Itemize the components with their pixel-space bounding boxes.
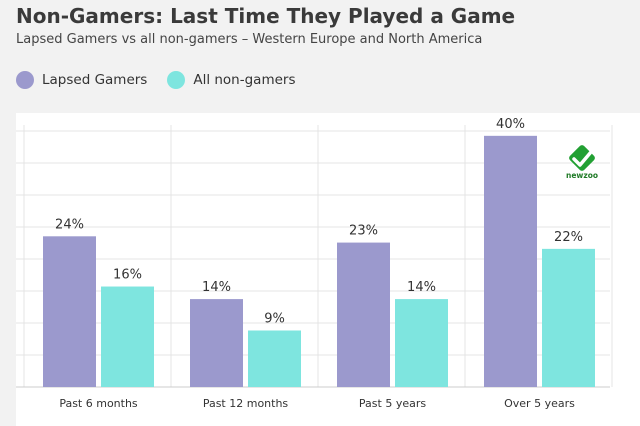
bar-lapsed-gamers-0 [43, 236, 96, 387]
legend: Lapsed Gamers All non-gamers [16, 71, 316, 89]
newzoo-logo: newzoo [560, 143, 604, 183]
data-label: 14% [202, 280, 231, 295]
legend-swatch-lapsed-gamers [16, 71, 34, 89]
bar-all-non-gamers-1 [248, 330, 301, 387]
data-label: 22% [554, 230, 583, 245]
bar-lapsed-gamers-1 [190, 299, 243, 387]
bar-lapsed-gamers-3 [484, 135, 537, 387]
legend-swatch-all-non-gamers [167, 71, 186, 89]
data-label: 16% [113, 268, 142, 283]
x-tick-label: Past 6 months [59, 397, 138, 410]
bar-lapsed-gamers-2 [337, 242, 390, 387]
legend-item-all-non-gamers: All non-gamers [167, 71, 296, 89]
x-tick-label: Past 12 months [203, 397, 289, 410]
data-label: 40% [496, 117, 525, 132]
data-label: 9% [264, 311, 285, 326]
data-label: 14% [407, 280, 436, 295]
bar-all-non-gamers-0 [101, 286, 154, 387]
legend-label-all-non-gamers: All non-gamers [193, 72, 296, 88]
data-label: 23% [349, 224, 378, 239]
newzoo-logo-text: newzoo [565, 171, 599, 180]
x-tick-label: Over 5 years [504, 397, 575, 410]
legend-label-lapsed-gamers: Lapsed Gamers [42, 72, 148, 88]
bar-all-non-gamers-2 [395, 299, 448, 387]
bar-all-non-gamers-3 [542, 248, 595, 387]
chart-subtitle: Lapsed Gamers vs all non-gamers – Wester… [16, 32, 483, 47]
newzoo-logo-mark [569, 145, 595, 171]
chart-title: Non-Gamers: Last Time They Played a Game [16, 4, 516, 28]
data-label: 24% [55, 217, 84, 232]
legend-item-lapsed-gamers: Lapsed Gamers [16, 71, 147, 89]
x-tick-label: Past 5 years [359, 397, 426, 410]
